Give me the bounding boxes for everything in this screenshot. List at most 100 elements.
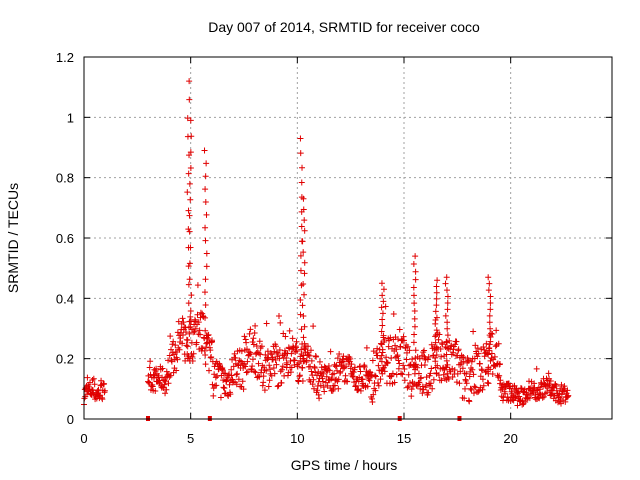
- data-point: [202, 224, 209, 231]
- data-point: [378, 352, 385, 359]
- data-point: [442, 280, 449, 287]
- data-point: [497, 361, 503, 368]
- data-point: [331, 382, 338, 389]
- data-point: [327, 348, 334, 355]
- data-point: [487, 299, 494, 306]
- data-point: [185, 170, 192, 177]
- data-point: [428, 365, 435, 372]
- data-point: [436, 331, 443, 338]
- y-tick-label: 0: [67, 412, 74, 427]
- data-point: [379, 316, 386, 323]
- data-point: [305, 351, 312, 358]
- data-point: [202, 199, 209, 206]
- data-point: [316, 358, 323, 365]
- data-point: [180, 319, 187, 326]
- data-point: [514, 402, 521, 409]
- data-point: [412, 347, 419, 354]
- data-point: [379, 310, 386, 317]
- plot-frame: [83, 56, 613, 420]
- data-point: [448, 342, 455, 349]
- data-point: [381, 337, 388, 344]
- data-point: [487, 338, 494, 345]
- data-point: [237, 383, 244, 390]
- data-point: [458, 359, 465, 366]
- data-point: [297, 311, 304, 318]
- data-point: [406, 347, 413, 354]
- data-point: [173, 367, 180, 374]
- data-point: [444, 370, 451, 377]
- data-point: [459, 354, 466, 361]
- data-point: [263, 367, 270, 374]
- data-point: [208, 353, 215, 360]
- data-point: [410, 260, 417, 267]
- data-point: [433, 370, 440, 377]
- data-point: [319, 378, 326, 385]
- data-point: [438, 353, 445, 360]
- data-point: [197, 331, 204, 338]
- data-point: [270, 364, 277, 371]
- data-point: [449, 365, 456, 372]
- chart-title: Day 007 of 2014, SRMTID for receiver coc…: [208, 19, 480, 35]
- data-point: [316, 395, 323, 402]
- data-point: [409, 356, 416, 363]
- data-point: [457, 368, 464, 375]
- data-point: [186, 276, 193, 283]
- data-point: [293, 338, 300, 345]
- data-point: [238, 348, 245, 355]
- data-point: [255, 350, 262, 357]
- data-point: [301, 291, 308, 298]
- data-point: [518, 385, 525, 392]
- data-point: [486, 319, 493, 326]
- data-point: [423, 374, 430, 381]
- data-point: [496, 372, 503, 379]
- data-point: [273, 343, 279, 350]
- data-point: [275, 312, 282, 319]
- data-point: [209, 381, 216, 388]
- data-point: [221, 385, 228, 392]
- data-point: [291, 357, 298, 364]
- data-point: [202, 237, 209, 244]
- data-point: [388, 355, 395, 362]
- data-point: [191, 328, 198, 335]
- data-point: [372, 387, 379, 394]
- data-point: [461, 395, 468, 402]
- data-point: [176, 346, 183, 353]
- data-point: [468, 386, 475, 393]
- data-point: [251, 368, 258, 375]
- data-point: [474, 353, 481, 360]
- data-point: [442, 312, 449, 319]
- data-point: [378, 328, 385, 335]
- data-point: [186, 318, 193, 325]
- data-point: [432, 358, 439, 365]
- data-point: [162, 390, 169, 397]
- data-point: [194, 282, 201, 289]
- data-point: [270, 356, 277, 363]
- data-point: [297, 267, 304, 274]
- data-point: [199, 310, 206, 317]
- data-point: [392, 342, 399, 349]
- data-point: [192, 318, 199, 325]
- data-point: [288, 350, 295, 357]
- data-point: [471, 383, 478, 390]
- data-point: [485, 380, 492, 387]
- data-point: [321, 388, 328, 395]
- data-point: [266, 362, 273, 369]
- data-point: [432, 320, 439, 327]
- data-point: [547, 377, 554, 384]
- data-point: [197, 309, 204, 316]
- data-point: [282, 333, 289, 340]
- data-point: [395, 365, 402, 372]
- data-point: [486, 341, 493, 348]
- data-point: [201, 289, 208, 296]
- data-point: [310, 385, 317, 392]
- data-point: [418, 374, 425, 381]
- data-point: [241, 333, 248, 340]
- data-point: [463, 380, 470, 387]
- data-point: [472, 342, 479, 349]
- data-point: [488, 350, 495, 357]
- data-point: [271, 348, 278, 355]
- data-point: [443, 287, 450, 294]
- data-point: [479, 367, 486, 374]
- data-point: [433, 345, 440, 352]
- data-point: [425, 389, 432, 396]
